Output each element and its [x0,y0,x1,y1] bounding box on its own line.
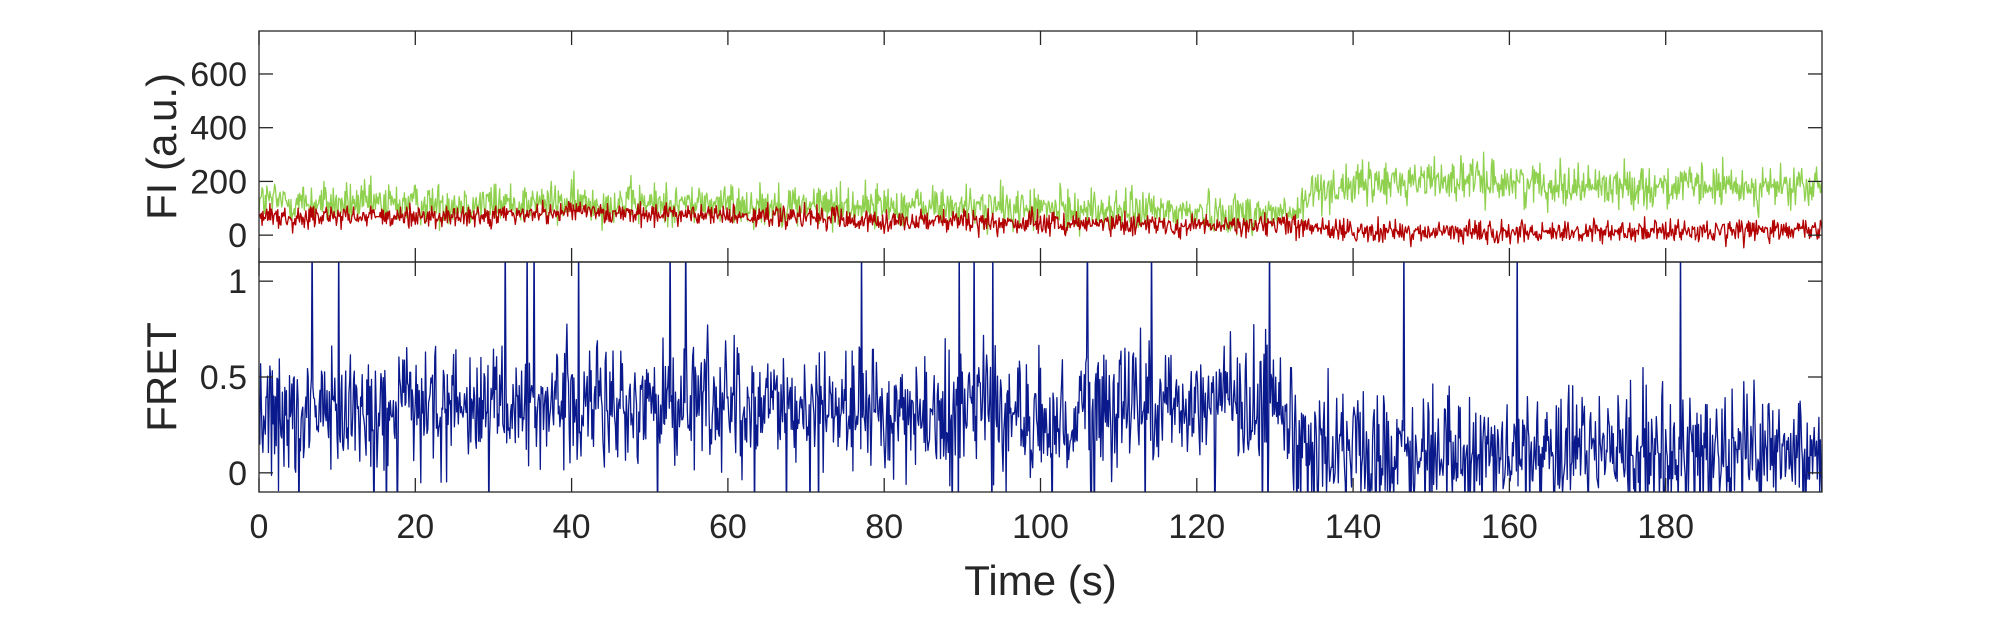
x-tick-label: 180 [1637,508,1694,546]
y-tick-label: 0 [228,217,247,255]
y-tick-label: 400 [190,110,247,148]
x-tick-label: 40 [553,508,591,546]
plot-area [259,262,1822,492]
x-tick-label: 100 [1012,508,1069,546]
y-tick-label: 600 [190,56,247,94]
y-tick-label: 1 [228,263,247,301]
y-axis-label: FI (a.u.) [138,73,185,220]
y-tick-label: 0 [228,455,247,493]
x-axis-label: Time (s) [964,557,1116,604]
y-tick-label: 200 [190,163,247,201]
plot-area [259,151,1822,249]
x-tick-label: 0 [250,508,269,546]
y-tick-label: 0.5 [200,359,247,397]
x-tick-label: 160 [1481,508,1538,546]
series-line-fret [259,262,1822,492]
x-tick-label: 140 [1325,508,1382,546]
x-tick-label: 80 [865,508,903,546]
x-tick-label: 60 [709,508,747,546]
y-axis-label: FRET [138,322,185,432]
x-tick-label: 120 [1168,508,1225,546]
series-line-acceptor [259,199,1822,249]
series-line-donor [259,151,1822,237]
x-tick-label: 20 [396,508,434,546]
fret-panel: 0 0.5 1 0 20 40 60 80 100 120 140 160 180 FRET Time (s… [138,261,1823,604]
axes-box [258,30,1823,263]
